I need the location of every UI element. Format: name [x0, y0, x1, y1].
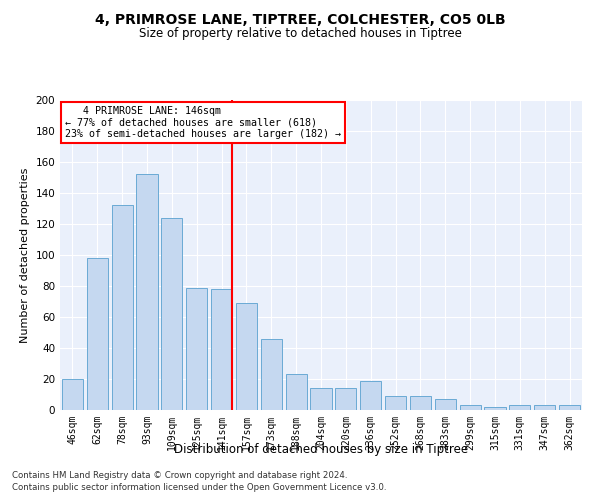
Bar — [435, 399, 456, 410]
Bar — [385, 396, 406, 410]
Bar — [112, 206, 133, 410]
Bar — [360, 380, 381, 410]
Bar — [484, 407, 506, 410]
Text: 4 PRIMROSE LANE: 146sqm
← 77% of detached houses are smaller (618)
23% of semi-d: 4 PRIMROSE LANE: 146sqm ← 77% of detache… — [65, 106, 341, 140]
Bar — [509, 406, 530, 410]
Bar — [87, 258, 108, 410]
Bar — [136, 174, 158, 410]
Bar — [186, 288, 207, 410]
Bar — [410, 396, 431, 410]
Bar — [286, 374, 307, 410]
Bar — [335, 388, 356, 410]
Bar — [460, 406, 481, 410]
Bar — [236, 303, 257, 410]
Text: 4, PRIMROSE LANE, TIPTREE, COLCHESTER, CO5 0LB: 4, PRIMROSE LANE, TIPTREE, COLCHESTER, C… — [95, 12, 505, 26]
Bar — [534, 406, 555, 410]
Bar — [62, 379, 83, 410]
Bar — [310, 388, 332, 410]
Text: Contains HM Land Registry data © Crown copyright and database right 2024.: Contains HM Land Registry data © Crown c… — [12, 471, 347, 480]
Text: Distribution of detached houses by size in Tiptree: Distribution of detached houses by size … — [174, 442, 468, 456]
Bar — [261, 338, 282, 410]
Text: Contains public sector information licensed under the Open Government Licence v3: Contains public sector information licen… — [12, 484, 386, 492]
Y-axis label: Number of detached properties: Number of detached properties — [20, 168, 30, 342]
Bar — [559, 406, 580, 410]
Bar — [211, 289, 232, 410]
Text: Size of property relative to detached houses in Tiptree: Size of property relative to detached ho… — [139, 28, 461, 40]
Bar — [161, 218, 182, 410]
